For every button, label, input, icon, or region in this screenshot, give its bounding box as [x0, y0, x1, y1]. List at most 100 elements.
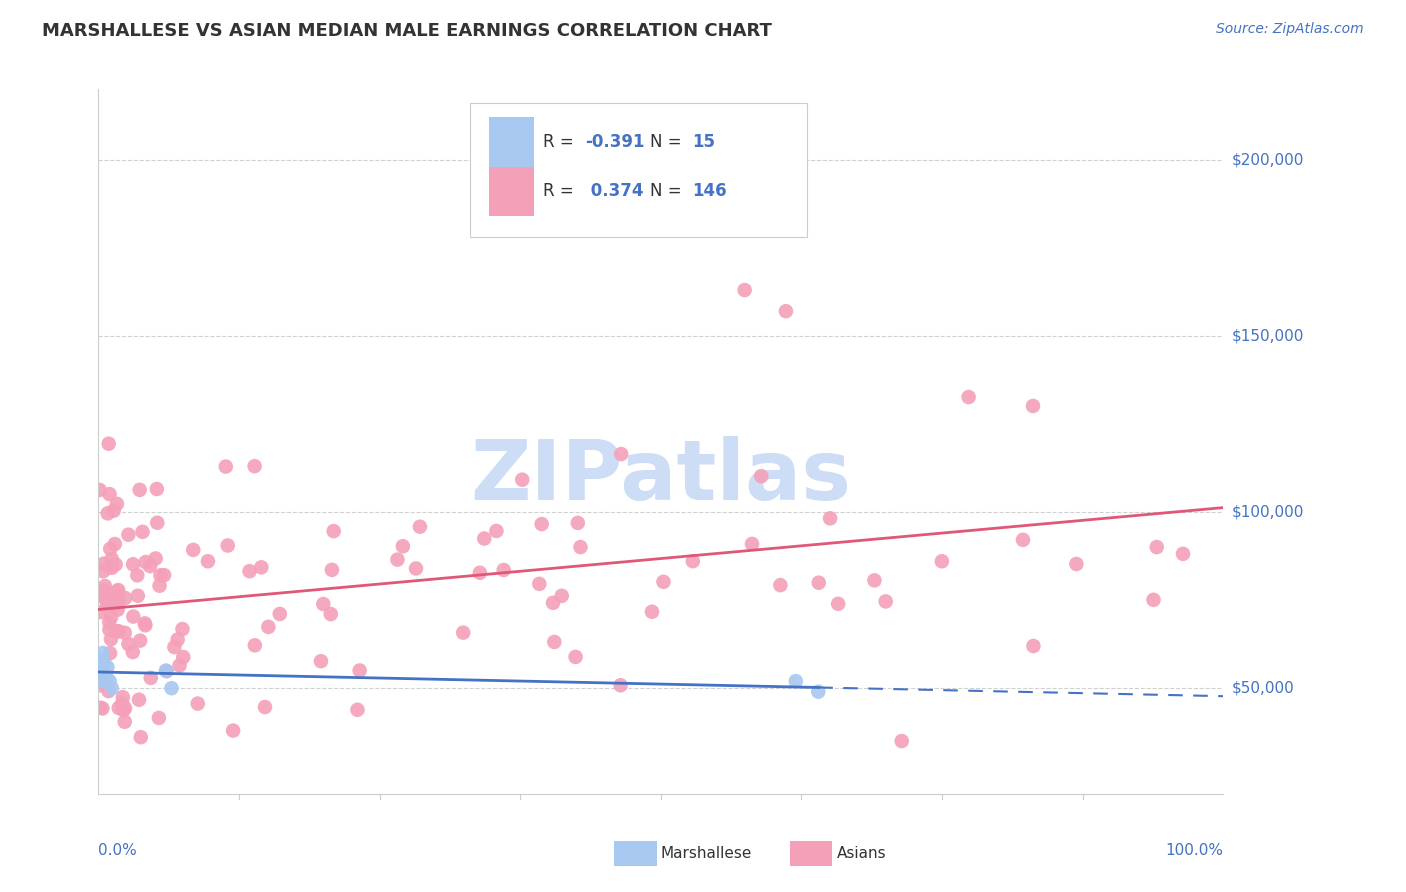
- Point: [97, 684, 120, 698]
- Point: [128, 692, 150, 706]
- Point: [818, 511, 841, 525]
- Point: [98, 623, 121, 637]
- Text: N =: N =: [650, 182, 686, 201]
- Point: [103, 598, 125, 612]
- Text: -0.391: -0.391: [585, 133, 645, 151]
- Text: $100,000: $100,000: [1232, 505, 1303, 519]
- Point: [90, 653, 112, 667]
- Point: [96, 596, 118, 610]
- Text: 15: 15: [692, 133, 716, 151]
- Point: [107, 624, 129, 639]
- Point: [107, 584, 129, 599]
- Point: [243, 638, 266, 652]
- FancyBboxPatch shape: [489, 167, 534, 216]
- Point: [156, 664, 179, 678]
- Point: [96, 671, 118, 685]
- Text: 0.0%: 0.0%: [98, 843, 138, 858]
- Point: [322, 524, 344, 538]
- Point: [238, 564, 260, 578]
- FancyBboxPatch shape: [470, 103, 807, 237]
- Point: [734, 283, 756, 297]
- Point: [111, 697, 134, 711]
- Point: [103, 503, 125, 517]
- Point: [319, 607, 342, 621]
- Point: [148, 711, 170, 725]
- Point: [101, 681, 124, 696]
- Point: [139, 559, 162, 574]
- Point: [243, 459, 266, 474]
- Point: [492, 563, 515, 577]
- Point: [250, 560, 273, 574]
- Text: $200,000: $200,000: [1232, 153, 1303, 167]
- Point: [148, 579, 170, 593]
- Point: [145, 551, 167, 566]
- Point: [129, 633, 152, 648]
- Point: [97, 594, 120, 608]
- Point: [107, 582, 129, 597]
- Point: [741, 537, 763, 551]
- Point: [827, 597, 849, 611]
- Point: [114, 701, 136, 715]
- Point: [931, 554, 953, 568]
- Point: [111, 690, 134, 705]
- Point: [91, 701, 114, 715]
- Text: 100.0%: 100.0%: [1166, 843, 1223, 858]
- Point: [127, 589, 149, 603]
- Point: [321, 563, 343, 577]
- Point: [98, 487, 121, 501]
- Point: [90, 674, 112, 689]
- Point: [1012, 533, 1035, 547]
- Point: [957, 390, 980, 404]
- Point: [392, 539, 415, 553]
- Point: [107, 603, 129, 617]
- Point: [609, 678, 631, 692]
- Text: $50,000: $50,000: [1232, 681, 1295, 696]
- Point: [312, 597, 335, 611]
- FancyBboxPatch shape: [489, 118, 534, 167]
- Point: [749, 469, 772, 483]
- Point: [90, 669, 112, 683]
- Point: [146, 482, 169, 496]
- Point: [163, 640, 186, 654]
- Point: [101, 594, 124, 608]
- Point: [93, 588, 115, 602]
- Point: [91, 646, 114, 660]
- Point: [775, 304, 797, 318]
- Text: $150,000: $150,000: [1232, 328, 1303, 343]
- Point: [101, 561, 124, 575]
- Text: MARSHALLESE VS ASIAN MEDIAN MALE EARNINGS CORRELATION CHART: MARSHALLESE VS ASIAN MEDIAN MALE EARNING…: [42, 22, 772, 40]
- Point: [215, 459, 238, 474]
- Point: [90, 605, 112, 619]
- Point: [94, 579, 117, 593]
- Point: [89, 585, 111, 599]
- Point: [91, 583, 114, 598]
- Point: [1142, 592, 1164, 607]
- Point: [93, 583, 115, 598]
- Point: [468, 566, 491, 580]
- Point: [97, 436, 120, 450]
- Point: [107, 701, 129, 715]
- Point: [121, 645, 143, 659]
- Point: [107, 595, 129, 609]
- Point: [682, 554, 704, 568]
- Point: [98, 541, 121, 556]
- Point: [472, 532, 495, 546]
- Point: [253, 700, 276, 714]
- Text: 0.374: 0.374: [585, 182, 644, 201]
- Point: [122, 609, 145, 624]
- Point: [129, 730, 152, 744]
- Point: [149, 568, 172, 582]
- Point: [309, 654, 332, 668]
- Point: [117, 637, 139, 651]
- Point: [349, 664, 371, 678]
- Point: [257, 620, 280, 634]
- Point: [169, 658, 191, 673]
- Point: [117, 527, 139, 541]
- Text: Marshallese: Marshallese: [661, 847, 752, 861]
- Point: [112, 703, 135, 717]
- Text: R =: R =: [543, 182, 579, 201]
- Point: [409, 519, 432, 533]
- Point: [90, 660, 112, 674]
- Point: [405, 561, 427, 575]
- Point: [91, 564, 114, 578]
